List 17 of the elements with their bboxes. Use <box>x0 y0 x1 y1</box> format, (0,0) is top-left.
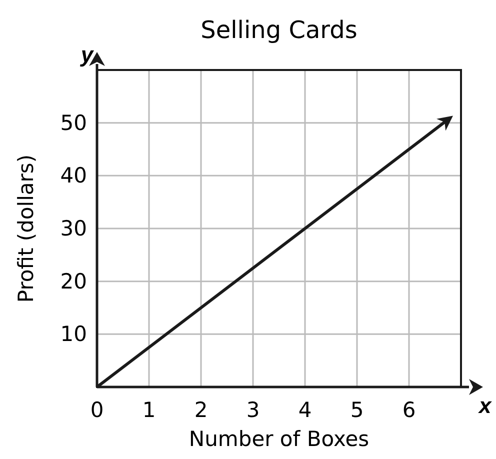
y-tick-label: 40 <box>60 164 87 188</box>
x-tick-label: 1 <box>142 398 156 422</box>
y-tick-label: 10 <box>60 322 87 346</box>
x-tick-label: 4 <box>298 398 312 422</box>
text: x <box>478 393 492 418</box>
x-axis-title: Number of Boxes <box>188 427 370 451</box>
x-tick-label: 2 <box>194 398 208 422</box>
text: y <box>80 42 95 67</box>
y-tick-label: 50 <box>60 110 87 135</box>
y-tick-label: 30 <box>60 216 87 240</box>
x-tick-label: 0 <box>90 398 104 422</box>
chart-title: Selling Cards <box>200 16 358 44</box>
x-tick-label: 3 <box>246 398 260 422</box>
y-axis-title: Profit (dollars) <box>14 154 38 303</box>
x-tick-label: 5 <box>350 398 364 422</box>
x-tick-label: 6 <box>402 398 416 422</box>
y-tick-label: 20 <box>60 269 87 294</box>
